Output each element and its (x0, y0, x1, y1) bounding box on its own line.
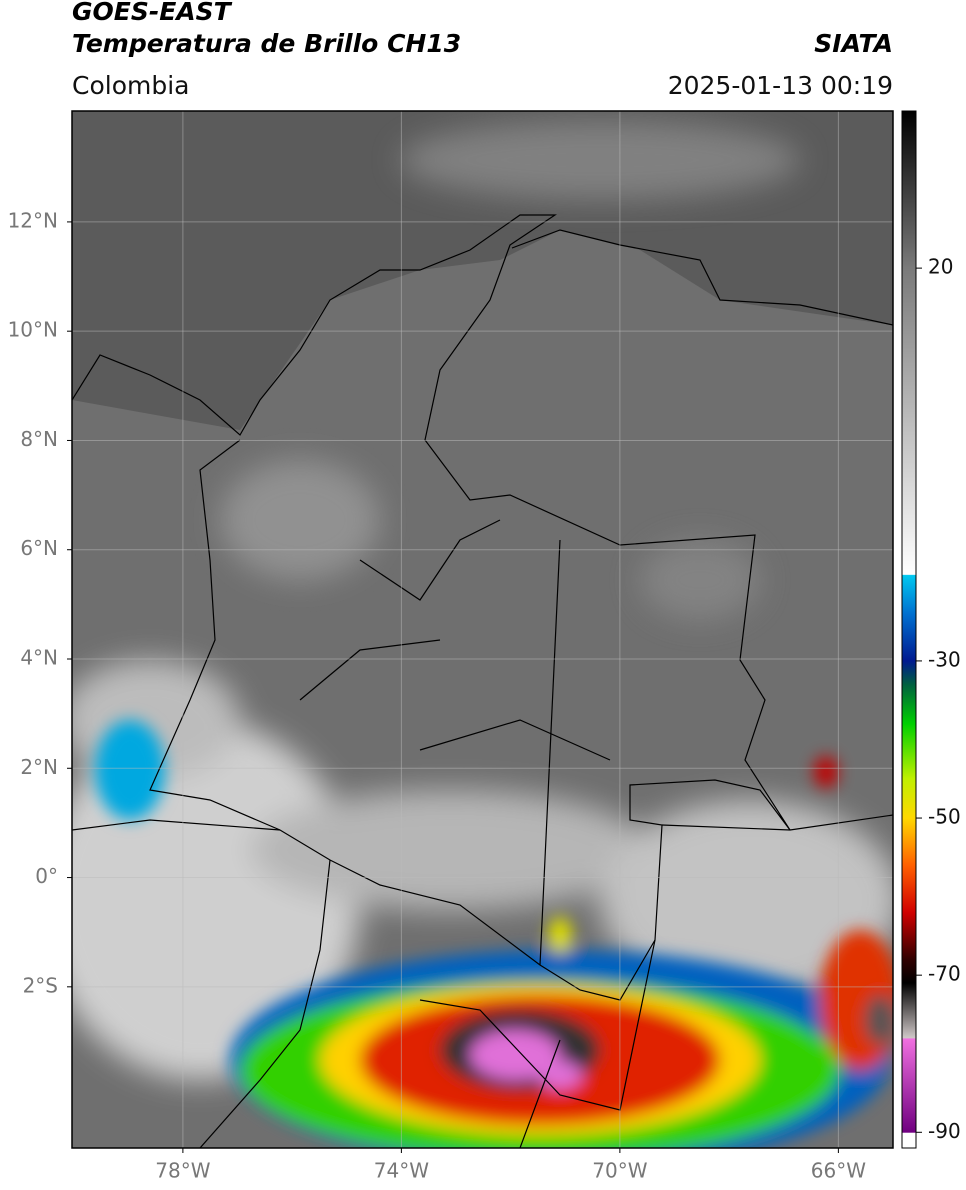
lat-label: 4°N (20, 646, 58, 670)
lat-label: 2°N (20, 755, 58, 779)
lat-label: 10°N (8, 318, 58, 342)
lon-label: 74°W (374, 1159, 429, 1183)
lon-label: 70°W (592, 1159, 647, 1183)
satellite-image (72, 111, 893, 1148)
lon-label: 78°W (155, 1159, 210, 1183)
lat-label: 0° (35, 864, 58, 888)
datetime: 2025-01-13 00:19 (668, 71, 893, 100)
region: Colombia (72, 71, 189, 100)
lat-label: 8°N (20, 427, 58, 451)
map-frame (71, 110, 894, 1149)
lat-label: 2°S (23, 973, 58, 997)
lon-label: 66°W (811, 1159, 866, 1183)
colorbar-label: -90 (928, 1119, 961, 1143)
colorbar-label: -50 (928, 805, 961, 829)
lat-label: 12°N (8, 208, 58, 232)
lat-label: 6°N (20, 536, 58, 560)
colorbar (901, 110, 917, 1149)
title: GOES-EAST (72, 0, 233, 26)
colorbar-label: 20 (928, 255, 953, 279)
source: SIATA (814, 29, 893, 58)
colorbar-label: -30 (928, 647, 961, 671)
colorbar-label: -70 (928, 962, 961, 986)
subtitle: Temperatura de Brillo CH13 (72, 29, 461, 58)
